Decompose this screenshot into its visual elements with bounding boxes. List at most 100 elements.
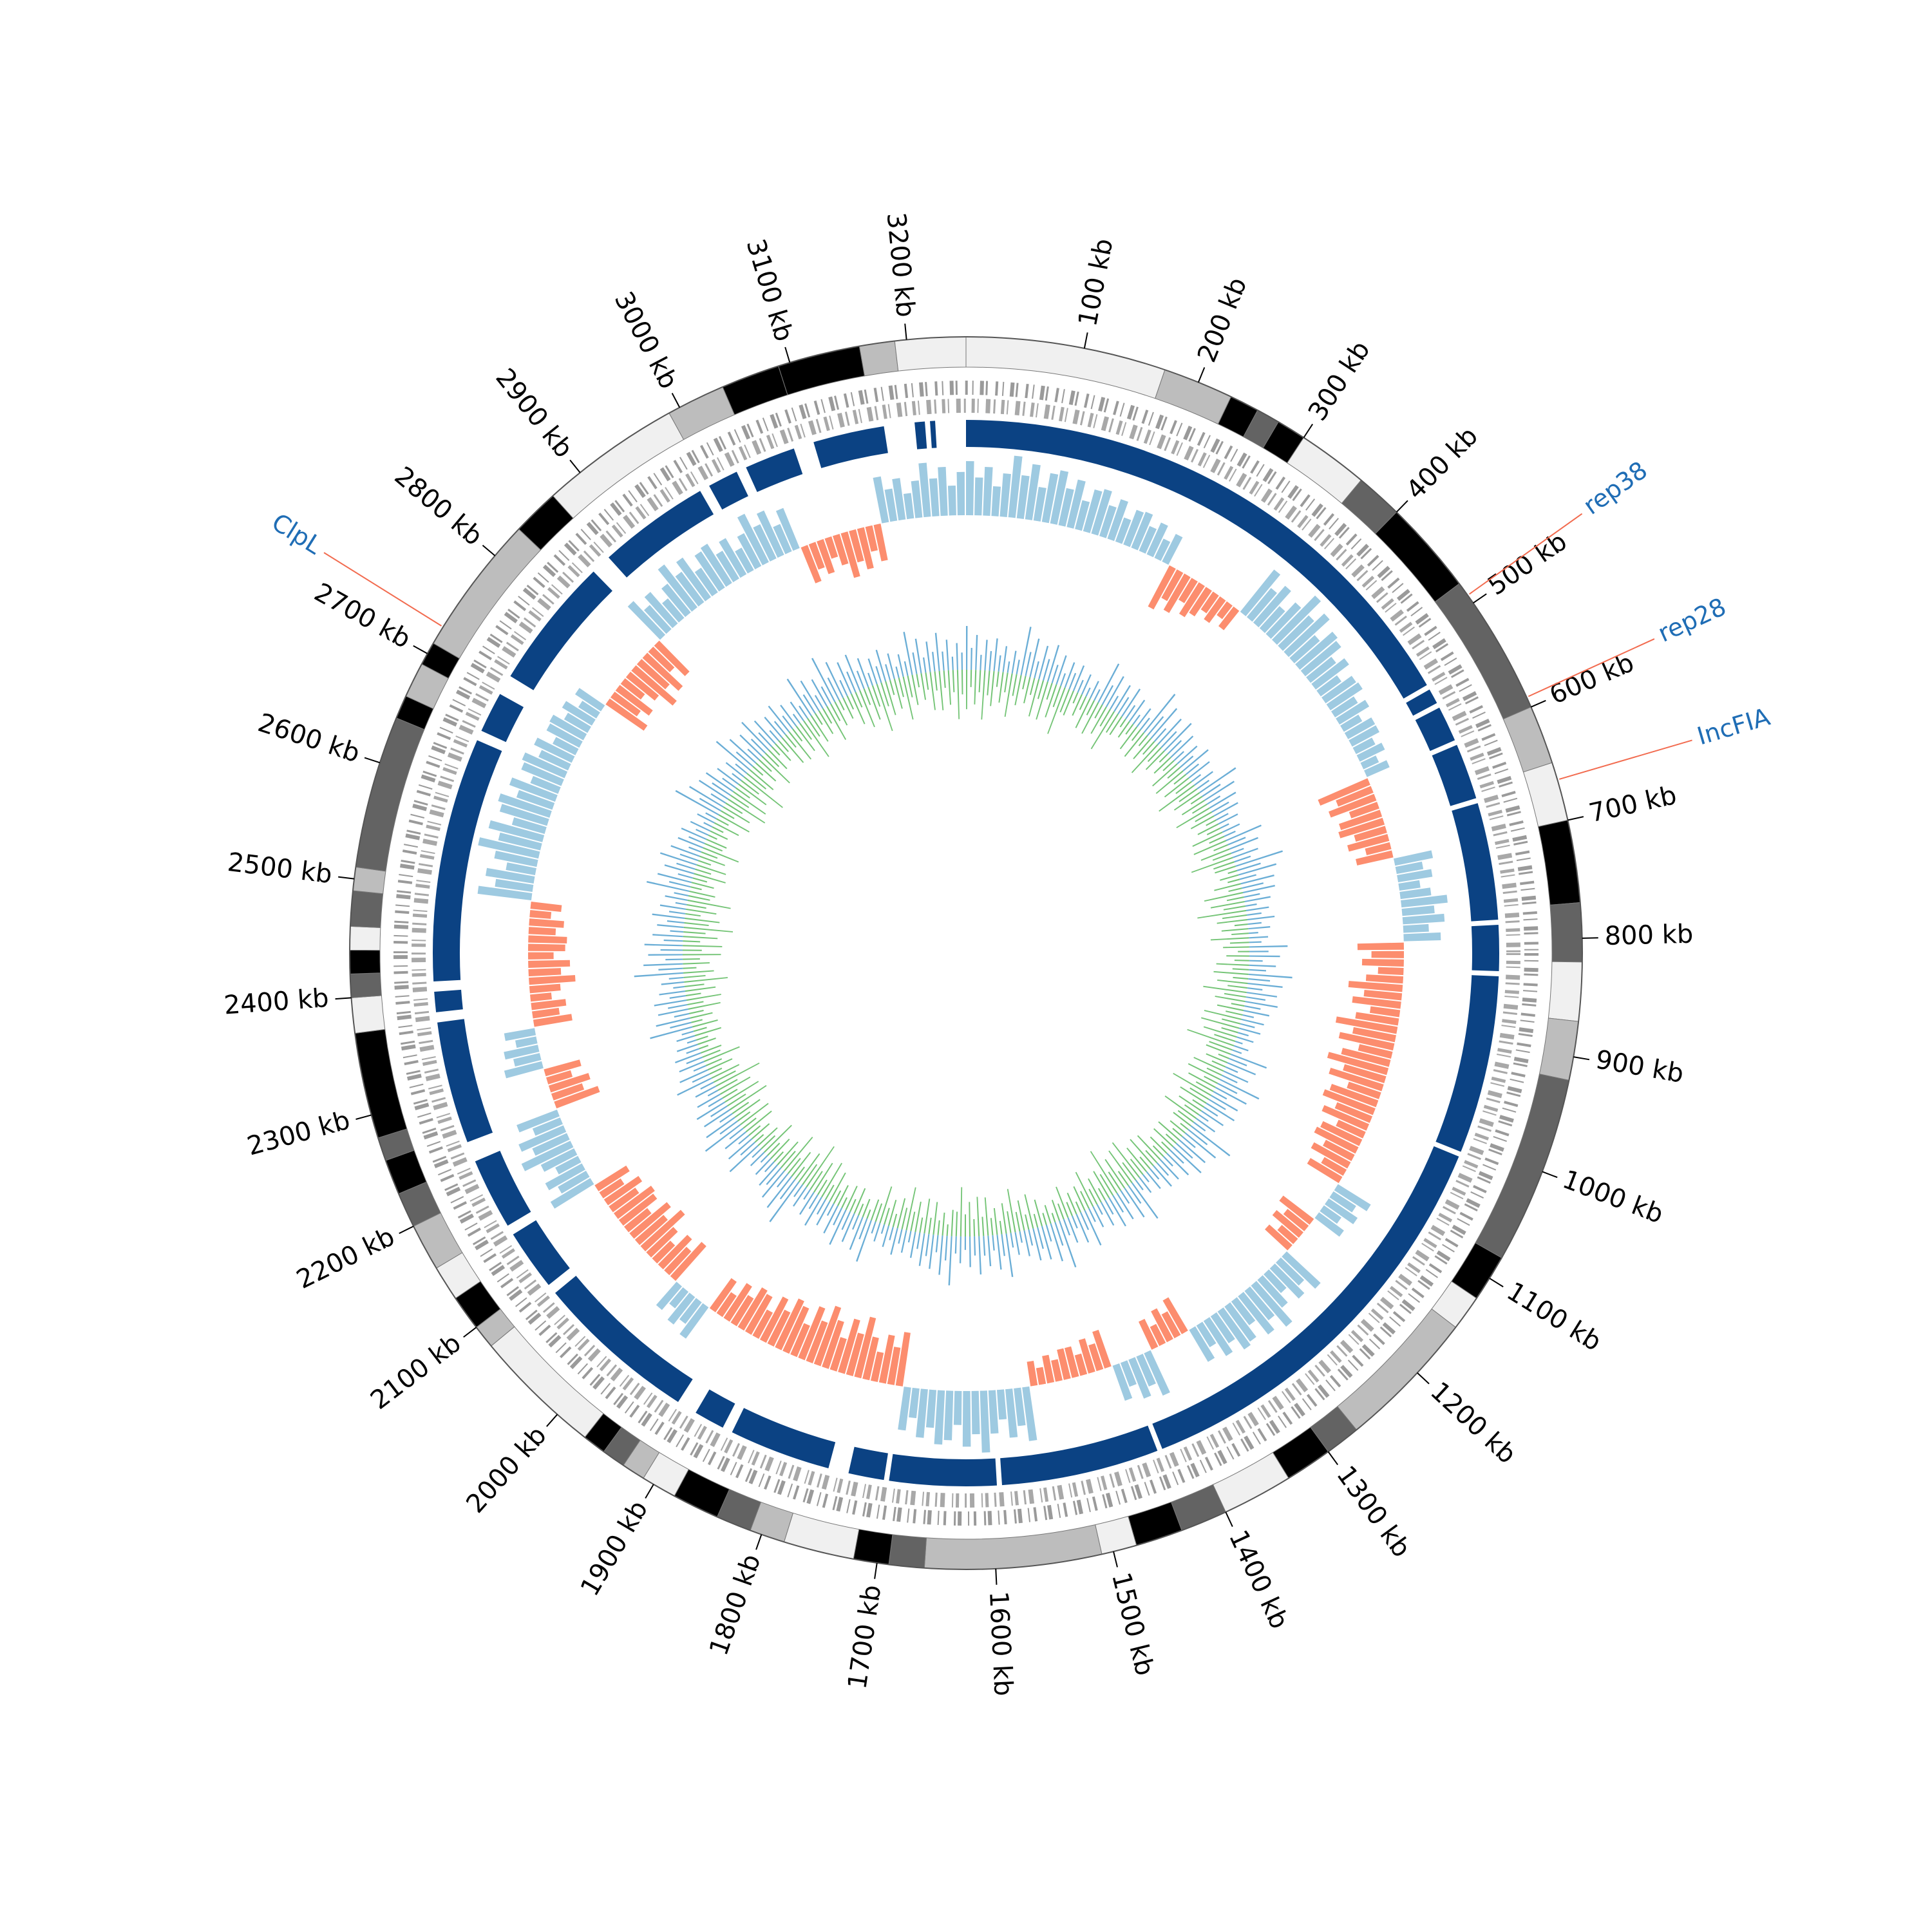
gc-content-bar [1242,882,1264,889]
gc-content-bar [749,769,774,790]
gc-skew-bar [1403,923,1429,933]
gc-content-bar [875,1203,883,1222]
gc-content-bar [969,1236,971,1267]
tick-label: 3000 kb [609,287,684,394]
gc-skew-bar [903,493,914,520]
gc-skew-bar [550,1178,594,1209]
gc-content-bar [1189,1087,1209,1100]
gc-skew-bar [1217,601,1233,620]
gc-content-bar [712,782,732,796]
gc-skew-bar [1307,1158,1343,1184]
gc-content-bar [875,666,882,683]
gc-skew-bar [1115,517,1132,544]
contig [848,1446,888,1481]
gc-content-bar [1125,705,1136,720]
gc-content-bar [1146,1171,1161,1189]
gc-content-bar [852,1215,860,1230]
gc-content-bar [1108,1197,1126,1227]
gc-content-bar [1093,1171,1110,1198]
gc-content-bar [814,695,824,709]
gc-skew-bar [532,1007,560,1019]
gc-skew-bar [1058,488,1074,527]
gc-content-bar [964,1214,966,1236]
gc-content-bar [961,670,963,695]
gc-skew-bar [730,1294,754,1327]
gc-content-bar [764,1161,775,1173]
contig [732,1408,836,1468]
gc-content-bar [1218,1054,1229,1059]
ideogram-segment [1374,511,1460,603]
gc-content-bar [1046,645,1060,682]
gc-content-bar [1243,1010,1270,1017]
gc-content-bar [735,751,753,767]
gc-skew-bar [1099,505,1117,538]
gc-content-bar [706,1117,735,1139]
gc-content-bar [732,773,742,781]
gc-content-bar [751,1123,770,1140]
gc-content-bar [1080,1211,1090,1231]
gc-content-bar [1167,766,1181,779]
gc-content-bar [1060,673,1066,687]
gc-content-bar [920,673,927,700]
gc-skew-bar [615,685,653,716]
gc-content-bar [981,670,986,720]
gc-content-bar [1215,813,1229,821]
gc-skew-bar [1279,1195,1314,1225]
gc-content-bar [855,692,863,708]
gc-content-bar [1249,945,1288,948]
gc-content-bar [845,1186,858,1211]
gc-content-bar [1244,1005,1261,1010]
gc-content-bar [681,1030,694,1036]
gc-content-bar [966,626,968,670]
gc-content-bar [803,720,829,757]
tick-mark [399,1226,414,1235]
gc-content-bar [875,649,887,682]
gc-content-bar [938,670,944,710]
gc-content-bar [705,772,734,793]
gc-content-bar [810,715,829,742]
gc-skew-bar [1354,826,1387,842]
gc-content-bar [803,1189,811,1200]
gc-content-bar [745,1110,772,1133]
gc-content-bar [1236,862,1261,871]
gc-skew-bar [530,775,561,794]
gc-content-bar [1142,1174,1150,1183]
gc-skew-bar [873,476,889,524]
tick-label: 2300 kb [244,1105,353,1161]
gc-skew-bar [1401,905,1435,916]
gc-content-bar [689,786,724,808]
gc-skew-bar [640,1209,685,1252]
gc-content-bar [1223,905,1246,911]
gc-skew-bar [1107,499,1128,542]
gc-content-bar [769,730,779,741]
gc-content-bar [692,1073,710,1083]
gc-content-bar [684,977,728,983]
gc-content-bar [837,1185,849,1206]
gc-skew-bar [716,1292,737,1318]
gc-content-bar [699,797,722,811]
gc-skew-bar [540,1148,578,1172]
gc-content-bar [871,1221,876,1234]
gc-content-bar [978,1236,982,1275]
gc-content-bar [1073,1186,1086,1211]
gc-content-bar [846,696,855,710]
ideogram-segment [355,717,425,872]
gc-content-bar [884,1208,890,1225]
gc-skew-bar [676,557,712,601]
gc-skew-bar [594,1165,630,1191]
gc-content-bar [667,920,685,924]
gc-content-bar [971,648,972,670]
gc-content-bar [685,992,701,997]
gc-skew-bar [1269,1263,1305,1299]
gc-content-bar [1221,928,1249,932]
gc-content-bar [1014,1232,1020,1255]
gc-skew-bar [513,1053,542,1067]
gc-content-bar [1139,717,1150,730]
gc-content-bar [758,732,773,748]
gc-content-bar [1213,802,1238,817]
ideogram-segment [352,866,386,895]
gc-content-bar [1100,1202,1115,1226]
gc-content-bar [914,1201,922,1233]
gc-content-bar [683,940,701,943]
